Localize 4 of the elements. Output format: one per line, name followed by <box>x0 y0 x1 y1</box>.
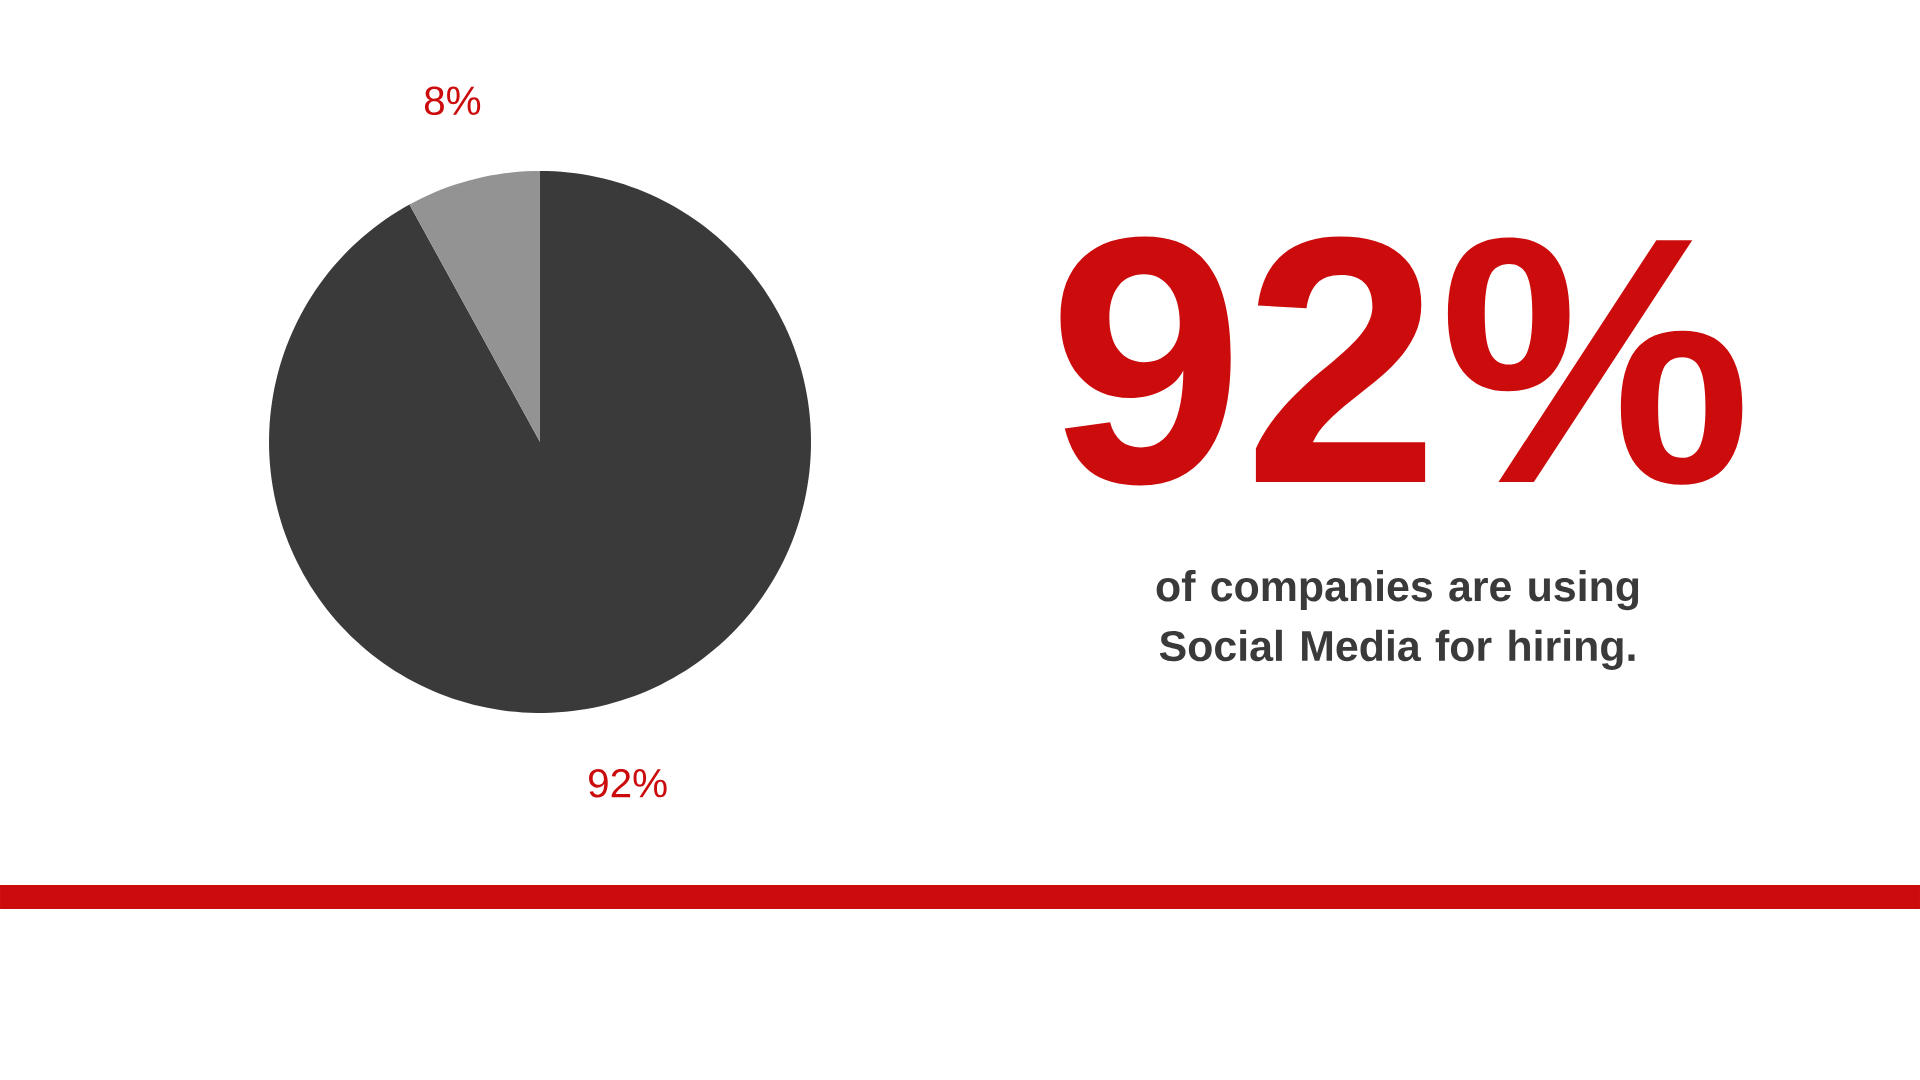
text: of companies are using Social Media for hiring. <box>1156 570 1639 670</box>
data-label: 8% <box>424 86 481 116</box>
text: 92% <box>1060 236 1743 486</box>
data-label: 92% <box>589 768 667 798</box>
